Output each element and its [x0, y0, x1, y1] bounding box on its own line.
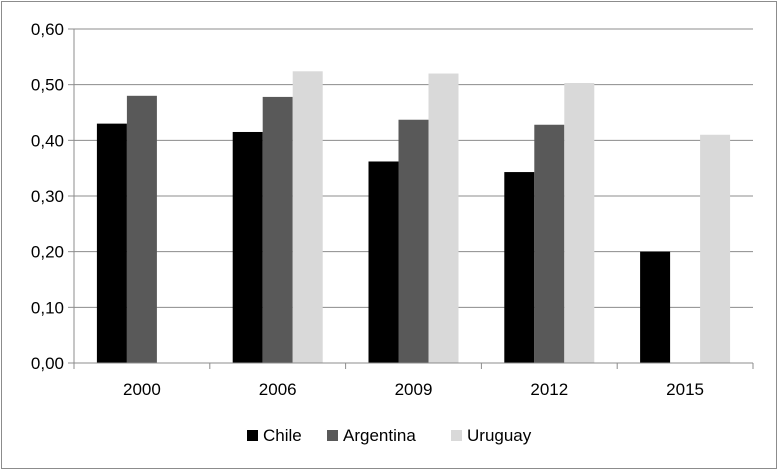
y-tick-label: 0,20	[31, 243, 64, 262]
x-tick-label: 2012	[530, 380, 568, 399]
bars	[96, 71, 731, 364]
y-axis-tick-labels: 0,00 0,10 0,20 0,30 0,40 0,50 0,60	[31, 20, 64, 373]
bar-chile-2012	[504, 172, 535, 363]
y-tick-label: 0,50	[31, 76, 64, 95]
legend-swatch-argentina	[327, 430, 338, 441]
y-tick-label: 0,00	[31, 354, 64, 373]
bar-uruguay-2015	[700, 134, 731, 363]
legend-swatch-uruguay	[451, 430, 462, 441]
bar-chile-2006	[232, 131, 263, 363]
legend-label-uruguay: Uruguay	[467, 426, 532, 445]
bar-argentina-2009	[398, 119, 429, 363]
axes	[68, 28, 754, 369]
legend: Chile Argentina Uruguay	[247, 426, 532, 445]
x-tick-label: 2006	[259, 380, 297, 399]
bar-chile-2015	[640, 251, 671, 363]
x-tick-label: 2000	[123, 380, 161, 399]
bar-chile-2009	[368, 161, 399, 363]
legend-swatch-chile	[247, 430, 258, 441]
y-tick-label: 0,10	[31, 298, 64, 317]
bar-chile-2000	[96, 123, 127, 363]
bar-uruguay-2006	[292, 71, 323, 363]
legend-label-argentina: Argentina	[343, 426, 416, 445]
bar-argentina-2006	[262, 96, 293, 363]
x-tick-label: 2015	[666, 380, 704, 399]
x-tick-label: 2009	[395, 380, 433, 399]
y-tick-label: 0,30	[31, 187, 64, 206]
bar-uruguay-2012	[564, 82, 595, 363]
y-tick-label: 0,40	[31, 131, 64, 150]
bar-argentina-2012	[534, 124, 565, 363]
gridlines	[74, 28, 753, 308]
y-tick-label: 0,60	[31, 20, 64, 39]
bar-uruguay-2009	[428, 73, 459, 364]
bar-argentina-2000	[126, 95, 157, 364]
legend-label-chile: Chile	[263, 426, 302, 445]
x-axis-tick-labels: 2000 2006 2009 2012 2015	[123, 380, 704, 399]
